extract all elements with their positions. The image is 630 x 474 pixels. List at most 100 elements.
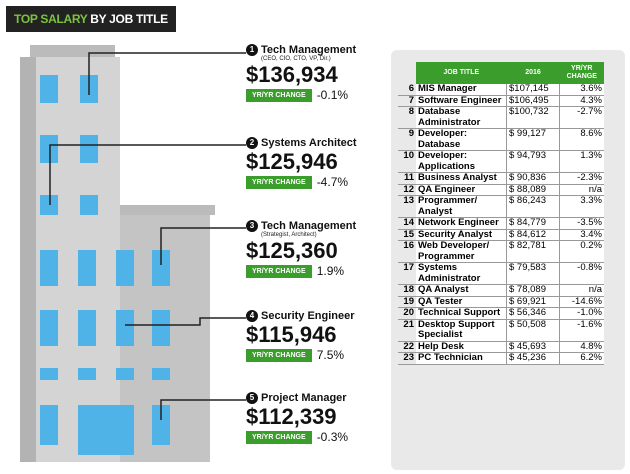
change: -1.6% bbox=[559, 319, 604, 342]
change: -14.6% bbox=[559, 296, 604, 308]
change: 0.2% bbox=[559, 240, 604, 263]
salary: $ 84,779 bbox=[506, 217, 560, 230]
table-row: 16 Web Developer/ Programmer $ 82,781 0.2% bbox=[398, 240, 604, 263]
table-row: 13 Programmer/ Analyst $ 86,243 3.3% bbox=[398, 195, 604, 218]
salary: $ 45,693 bbox=[506, 341, 560, 353]
change: 4.3% bbox=[559, 95, 604, 107]
change: n/a bbox=[559, 184, 604, 196]
change-row: YR/YR CHANGE 7.5% bbox=[246, 348, 386, 362]
job-title: Project Manager bbox=[261, 392, 347, 404]
job-title: QA Analyst bbox=[416, 284, 507, 297]
change: 1.3% bbox=[559, 150, 604, 173]
salary-table: JOB TITLE 2016 YR/YR CHANGE 6 MIS Manager… bbox=[398, 62, 604, 365]
salary: $125,360 bbox=[246, 238, 338, 263]
salary: $ 78,089 bbox=[506, 284, 560, 297]
change-label: YR/YR CHANGE bbox=[246, 264, 312, 278]
building-illustration bbox=[20, 45, 246, 462]
top-job: 4 Security Engineer $115,946 YR/YR CHANGE 7.… bbox=[246, 310, 386, 362]
job-title: MIS Manager bbox=[416, 83, 507, 96]
salary: $ 86,243 bbox=[506, 195, 560, 218]
rank: 20 bbox=[398, 307, 416, 320]
change: -2.7% bbox=[559, 106, 604, 129]
rank: 17 bbox=[398, 262, 416, 285]
job-title: Programmer/ Analyst bbox=[416, 195, 507, 218]
salary: $ 84,612 bbox=[506, 229, 560, 241]
salary: $ 56,346 bbox=[506, 307, 560, 320]
job-heading: 3 Tech Management bbox=[246, 220, 386, 232]
job-heading: 5 Project Manager bbox=[246, 392, 386, 404]
job-title: Systems Administrator bbox=[416, 262, 507, 285]
job-title: Technical Support bbox=[416, 307, 507, 320]
salary: $112,339 bbox=[246, 404, 337, 429]
top-job: 5 Project Manager $112,339 YR/YR CHANGE -0.3… bbox=[246, 392, 386, 444]
job-title: Software Engineer bbox=[416, 95, 507, 107]
table-row: 10 Developer: Applications $ 94,793 1.3% bbox=[398, 150, 604, 173]
salary: $100,732 bbox=[506, 106, 560, 129]
table-row: 6 MIS Manager $107,145 3.6% bbox=[398, 83, 604, 96]
rank-badge: 1 bbox=[246, 44, 258, 56]
rank: 7 bbox=[398, 95, 416, 107]
top-job: 2 Systems Architect $125,946 YR/YR CHANGE -4… bbox=[246, 137, 386, 189]
rank: 16 bbox=[398, 240, 416, 263]
table-row: 7 Software Engineer $106,495 4.3% bbox=[398, 95, 604, 107]
table-row: 17 Systems Administrator $ 79,583 -0.8% bbox=[398, 262, 604, 285]
job-heading: 1 Tech Management bbox=[246, 44, 386, 56]
salary: $ 94,793 bbox=[506, 150, 560, 173]
table-row: 15 Security Analyst $ 84,612 3.4% bbox=[398, 229, 604, 241]
change-label: YR/YR CHANGE bbox=[246, 175, 312, 189]
rank: 14 bbox=[398, 217, 416, 230]
salary: $106,495 bbox=[506, 95, 560, 107]
salary: $107,145 bbox=[506, 83, 560, 96]
change: 8.6% bbox=[559, 128, 604, 151]
change: 3.6% bbox=[559, 83, 604, 96]
salary: $125,946 bbox=[246, 149, 338, 174]
salary: $ 90,836 bbox=[506, 172, 560, 185]
job-title: Tech Management bbox=[261, 44, 357, 56]
rank: 11 bbox=[398, 172, 416, 185]
job-title: Network Engineer bbox=[416, 217, 507, 230]
table-row: 23 PC Technician $ 45,236 6.2% bbox=[398, 352, 604, 365]
change: -1.0% bbox=[559, 307, 604, 320]
rank: 22 bbox=[398, 341, 416, 353]
table-row: 12 QA Engineer $ 88,089 n/a bbox=[398, 184, 604, 196]
salary: $ 88,089 bbox=[506, 184, 560, 196]
job-title: Web Developer/ Programmer bbox=[416, 240, 507, 263]
table-row: 14 Network Engineer $ 84,779 -3.5% bbox=[398, 217, 604, 230]
table-row: 19 QA Tester $ 69,921 -14.6% bbox=[398, 296, 604, 308]
change: 3.3% bbox=[559, 195, 604, 218]
change: 6.2% bbox=[559, 352, 604, 365]
salary: $ 45,236 bbox=[506, 352, 560, 365]
header-title: BY JOB TITLE bbox=[90, 12, 168, 26]
change-value: -0.3% bbox=[316, 430, 349, 444]
job-title: Security Engineer bbox=[261, 310, 355, 322]
change: n/a bbox=[559, 284, 604, 297]
rank: 10 bbox=[398, 150, 416, 173]
rank: 18 bbox=[398, 284, 416, 297]
table-row: 21 Desktop Support Specialist $ 50,508 -1.6… bbox=[398, 319, 604, 342]
change-row: YR/YR CHANGE 1.9% bbox=[246, 264, 386, 278]
change-row: YR/YR CHANGE -0.3% bbox=[246, 430, 386, 444]
rank: 8 bbox=[398, 106, 416, 129]
job-title: Business Analyst bbox=[416, 172, 507, 185]
column-header: YR/YR CHANGE bbox=[559, 62, 604, 84]
job-title: QA Engineer bbox=[416, 184, 507, 196]
rank-badge: 2 bbox=[246, 137, 258, 149]
top-job: 3 Tech Management (Strategist, Architect) $… bbox=[246, 220, 386, 278]
header-highlight: TOP SALARY bbox=[14, 12, 88, 26]
table-row: 9 Developer: Database $ 99,127 8.6% bbox=[398, 128, 604, 151]
table-row: 18 QA Analyst $ 78,089 n/a bbox=[398, 284, 604, 297]
job-title: Security Analyst bbox=[416, 229, 507, 241]
job-heading: 2 Systems Architect bbox=[246, 137, 386, 149]
rank: 23 bbox=[398, 352, 416, 365]
salary: $136,934 bbox=[246, 62, 338, 87]
job-title: Database Administrator bbox=[416, 106, 507, 129]
change-row: YR/YR CHANGE -0.1% bbox=[246, 88, 386, 102]
header: TOP SALARY BY JOB TITLE bbox=[6, 6, 176, 32]
change-row: YR/YR CHANGE -4.7% bbox=[246, 175, 386, 189]
salary: $ 79,583 bbox=[506, 262, 560, 285]
job-title: Desktop Support Specialist bbox=[416, 319, 507, 342]
column-header: 2016 bbox=[506, 62, 560, 84]
salary: $115,946 bbox=[246, 322, 337, 347]
rank: 13 bbox=[398, 195, 416, 218]
